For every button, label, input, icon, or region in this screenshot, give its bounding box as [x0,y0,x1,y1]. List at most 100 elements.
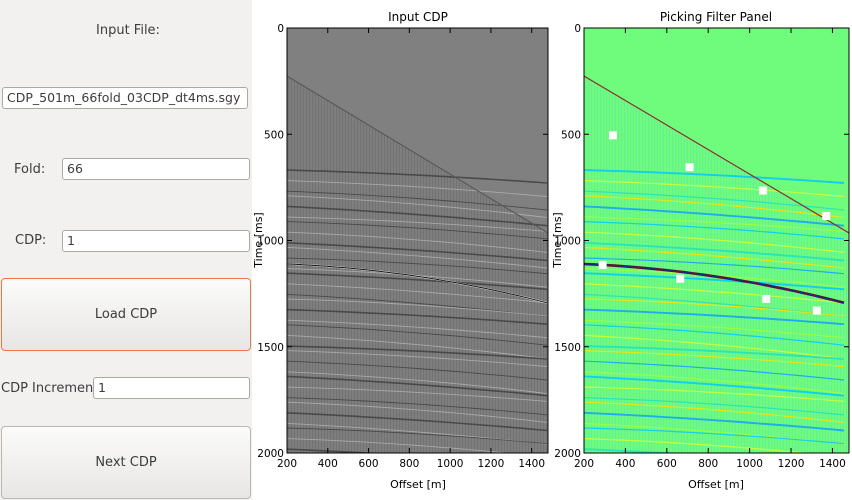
reflection-event [584,180,845,198]
cdp-increment-field[interactable]: 1 [93,377,250,399]
reflection-event [584,283,845,304]
input-cdp-xlabel: Offset [m] [390,478,446,491]
pick-marker[interactable] [676,274,685,283]
reflection-event [287,272,548,291]
input-cdp-y-tick-label: 1500 [257,342,284,354]
input-cdp-y-tick-label: 500 [264,129,284,141]
reflection-event [584,375,845,397]
reflection-event [584,371,845,395]
input-cdp-image [287,28,548,453]
reflection-event [287,375,548,397]
cdp-label: CDP: [15,233,47,248]
pick-marker[interactable] [685,163,694,172]
reflection-event [584,319,845,339]
first-break [287,75,548,234]
reflection-event [584,350,845,368]
input-cdp-x-tick-label: 800 [399,458,419,470]
reflection-event [584,345,845,360]
reflection-event [287,205,548,227]
reflection-event [584,298,845,317]
picking-filter-y-tick-label: 1000 [554,236,581,248]
picking-filter-y-tick-label: 2000 [554,448,581,460]
pick-marker[interactable] [812,306,821,315]
picking-filter-ylabel: Time [ms] [551,212,564,268]
reflection-event [287,324,548,346]
pick-marker[interactable] [759,186,768,195]
reflection-event [287,386,548,402]
reflection-event [287,242,548,262]
reflection-event [287,216,548,232]
input-file-field[interactable]: CDP_501m_66fold_03CDP_dt4ms.sgy [2,87,248,109]
input-cdp-x-tick-label: 1400 [518,458,545,470]
reflection-event [287,345,548,360]
reflection-event [584,324,845,346]
input-file-label: Input File: [96,23,160,38]
pick-marker[interactable] [822,212,831,221]
reflection-event [584,334,845,360]
reflection-event [287,246,548,269]
reflection-event [584,308,845,326]
reflection-event [584,386,845,402]
reflection-event [287,334,548,360]
reflection-event [584,397,845,416]
reflection-event [584,195,845,219]
next-cdp-button[interactable]: Next CDP [1,426,251,499]
reflection-event [584,401,845,423]
input-cdp-y-tick-label: 2000 [257,448,284,460]
reflection-event [584,241,845,262]
strong-reflection [287,263,548,304]
pick-marker[interactable] [608,131,617,140]
input-cdp-x-tick-label: 1000 [437,458,464,470]
fold-label: Fold: [14,162,46,177]
reflection-event [287,169,548,184]
picking-filter-x-tick-label: 800 [698,458,718,470]
load-cdp-button[interactable]: Load CDP [1,278,251,351]
pick-marker[interactable] [762,294,771,303]
input-cdp-x-tick-label: 1200 [478,458,505,470]
reflection-event [287,195,548,219]
reflection-event [584,246,845,269]
reflection-event [584,190,845,211]
picking-filter-xlabel: Offset [m] [688,478,744,491]
picking-filter-x-tick-label: 1200 [778,458,805,470]
reflection-event [287,360,548,381]
input-cdp-y-tick-label: 0 [277,23,284,35]
reflection-event [287,427,548,445]
reflection-event [287,350,548,367]
input-cdp-x-tick-label: 400 [318,458,338,470]
cdp-increment-label: CDP Increment: [1,381,103,396]
picking-filter-y-tick-label: 500 [561,129,581,141]
reflection-event [287,221,548,240]
reflection-event [287,319,548,339]
reflection-event [584,257,845,275]
picking-filter-x-tick-label: 1400 [819,458,846,470]
cdp-field[interactable]: 1 [62,230,250,252]
input-cdp-x-tick-label: 600 [359,458,379,470]
reflection-event [584,411,845,432]
reflection-event [287,298,548,317]
picking-filter-x-tick-label: 600 [657,458,677,470]
first-break [584,75,849,234]
picking-filter-panel: Picking Filter Panel 200 400 600 800 1000 120… [551,10,850,491]
reflection-event [287,412,548,432]
input-cdp-ylabel: Time [ms] [252,212,265,268]
input-cdp-title: Input CDP [388,10,448,24]
reflection-event [584,205,845,227]
control-panel: Input File: CDP_501m_66fold_03CDP_dt4ms.… [0,0,252,500]
picking-filter-x-tick-label: 200 [574,458,594,470]
reflection-event [287,308,548,325]
reflection-event [584,221,845,240]
pick-marker[interactable] [598,260,607,269]
strong-reflection [584,263,845,304]
reflection-event [287,180,548,197]
reflection-event [584,272,845,291]
reflection-event [287,257,548,275]
reflection-event [287,371,548,395]
fold-field[interactable]: 66 [62,158,250,180]
reflection-event [584,427,845,445]
picking-filter-y-tick-label: 0 [574,23,581,35]
reflection-event [584,216,845,232]
reflection-event [287,448,383,453]
picking-filter-x-tick-label: 400 [615,458,635,470]
